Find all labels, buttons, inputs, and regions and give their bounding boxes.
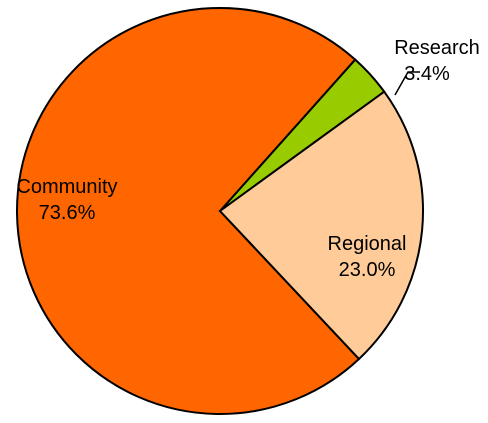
pie-slice-community bbox=[16, 7, 361, 415]
regional-percent-label: 23.0% bbox=[339, 259, 396, 281]
research-percent-label: 3.4% bbox=[404, 63, 450, 85]
community-label: Community bbox=[16, 176, 117, 198]
community-percent-label: 73.6% bbox=[39, 202, 96, 224]
pie-slices bbox=[16, 7, 424, 415]
regional-label: Regional bbox=[328, 233, 407, 255]
pie-labels: Community 73.6% Regional 23.0% Research … bbox=[16, 37, 479, 281]
pie-slice-regional bbox=[218, 90, 424, 361]
research-leader-line bbox=[394, 71, 420, 96]
research-label: Research bbox=[394, 37, 480, 59]
